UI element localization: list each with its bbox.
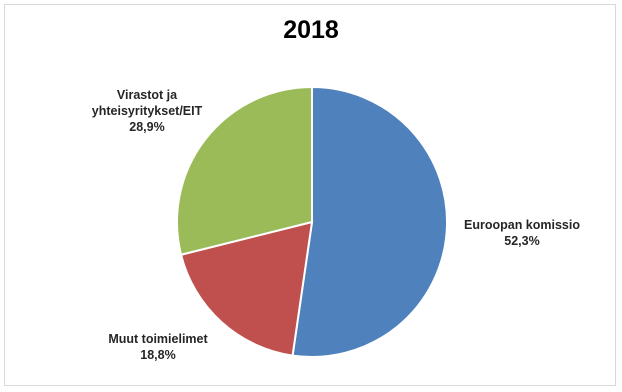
data-label-muut-toimielimet: Muut toimielimet 18,8% — [88, 331, 228, 363]
pie-slice-muut-toimielimet — [179, 220, 314, 357]
slice-value: 28,9% — [129, 120, 165, 134]
pie-slice-euroopan-komissio — [291, 85, 449, 358]
data-label-euroopan-komissio: Euroopan komissio 52,3% — [452, 217, 592, 249]
data-label-virastot: Virastot ja yhteisyritykset/EIT 28,9% — [82, 87, 212, 135]
slice-name: Euroopan komissio — [464, 218, 580, 232]
pie-slice-virastot — [176, 85, 313, 256]
slice-value: 52,3% — [504, 234, 540, 248]
chart-title: 2018 — [283, 16, 339, 44]
slice-name: Virastot ja yhteisyritykset/EIT — [91, 88, 203, 118]
slice-name: Muut toimielimet — [108, 332, 208, 346]
slice-value: 18,8% — [140, 348, 176, 362]
